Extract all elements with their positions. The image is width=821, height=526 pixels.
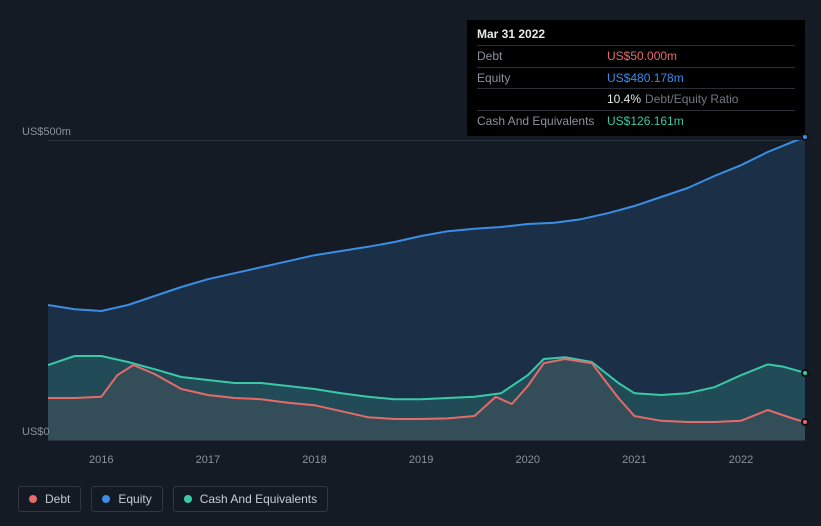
end-marker-cash-and-equivalents (801, 369, 809, 377)
legend-item-debt[interactable]: Debt (18, 486, 81, 512)
y-tick-label: US$0 (22, 426, 50, 438)
end-marker-debt (801, 418, 809, 426)
legend-dot-icon (102, 495, 110, 503)
legend-item-equity[interactable]: Equity (91, 486, 162, 512)
tooltip-row: EquityUS$480.178m (477, 67, 795, 89)
legend-dot-icon (184, 495, 192, 503)
tooltip-value: US$126.161m (607, 113, 684, 130)
tooltip-value: US$50.000m (607, 48, 677, 65)
legend-label: Debt (45, 492, 70, 506)
y-gridline (48, 440, 805, 441)
chart-legend: Debt Equity Cash And Equivalents (18, 486, 328, 512)
x-tick-label: 2018 (302, 454, 326, 466)
tooltip-label: Debt (477, 48, 607, 65)
tooltip-label (477, 91, 607, 108)
tooltip-label: Cash And Equivalents (477, 113, 607, 130)
x-tick-label: 2016 (89, 454, 113, 466)
x-tick-label: 2019 (409, 454, 433, 466)
tooltip-date: Mar 31 2022 (477, 26, 795, 45)
legend-label: Equity (118, 492, 151, 506)
end-marker-equity (801, 133, 809, 141)
tooltip-value: 10.4%Debt/Equity Ratio (607, 91, 738, 108)
x-tick-label: 2021 (622, 454, 646, 466)
plot-area (48, 140, 805, 440)
financial-chart: Mar 31 2022 DebtUS$50.000mEquityUS$480.1… (0, 0, 821, 526)
legend-dot-icon (29, 495, 37, 503)
x-axis: 2016 2017 2018 2019 2020 2021 2022 (48, 448, 805, 468)
y-tick-label: US$500m (22, 126, 71, 138)
legend-label: Cash And Equivalents (200, 492, 317, 506)
tooltip-value: US$480.178m (607, 70, 684, 87)
tooltip-row: DebtUS$50.000m (477, 45, 795, 67)
tooltip-label: Equity (477, 70, 607, 87)
x-tick-label: 2017 (196, 454, 220, 466)
chart-tooltip: Mar 31 2022 DebtUS$50.000mEquityUS$480.1… (467, 20, 805, 136)
tooltip-subtext: Debt/Equity Ratio (645, 92, 738, 106)
tooltip-row: 10.4%Debt/Equity Ratio (477, 88, 795, 110)
x-tick-label: 2022 (729, 454, 753, 466)
tooltip-row: Cash And EquivalentsUS$126.161m (477, 110, 795, 132)
legend-item-cash-and-equivalents[interactable]: Cash And Equivalents (173, 486, 328, 512)
x-tick-label: 2020 (516, 454, 540, 466)
